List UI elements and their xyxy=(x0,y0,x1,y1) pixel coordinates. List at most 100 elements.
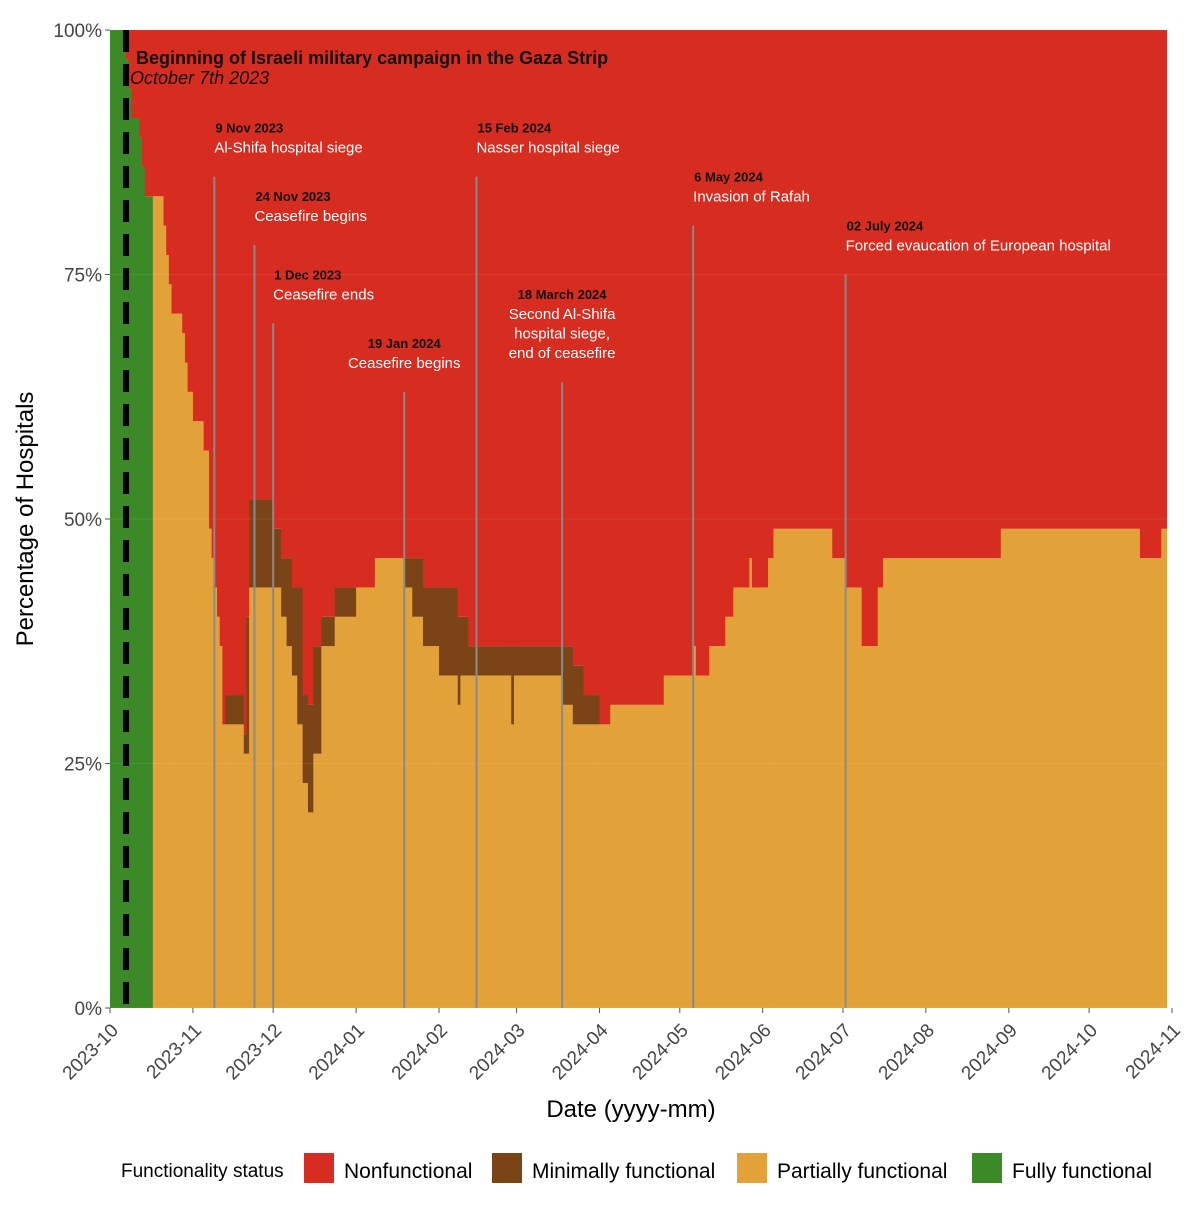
area-step-nonfunctional xyxy=(513,30,563,647)
area-step-minimally xyxy=(291,587,298,676)
area-step-partially xyxy=(663,675,694,1008)
area-step-nonfunctional xyxy=(286,30,293,559)
event-date-label: 18 March 2024 xyxy=(518,287,608,302)
event-description: Al-Shifa hospital siege xyxy=(214,140,362,157)
campaign-start-title: Beginning of Israeli military campaign i… xyxy=(136,48,608,68)
area-step-nonfunctional xyxy=(599,30,611,725)
area-step-nonfunctional xyxy=(168,30,172,285)
area-step-partially xyxy=(313,753,322,1008)
area-step-partially xyxy=(832,558,847,1008)
area-step-nonfunctional xyxy=(468,30,477,647)
area-step-nonfunctional xyxy=(166,30,170,255)
area-step-partially xyxy=(281,616,287,1008)
gridline-layer xyxy=(110,29,1172,1009)
area-step-partially xyxy=(599,724,611,1008)
area-step-partially xyxy=(208,528,213,1008)
area-step-minimally xyxy=(572,665,584,725)
area-step-nonfunctional xyxy=(334,30,357,588)
x-tick-label: 2024-05 xyxy=(629,1020,693,1084)
x-tick-label: 2023-10 xyxy=(59,1020,123,1084)
y-tick-label: 50% xyxy=(64,510,102,531)
area-step-partially xyxy=(168,284,172,1008)
area-step-nonfunctional xyxy=(749,30,753,559)
x-tick-label: 2024-07 xyxy=(792,1020,856,1084)
area-step-fully xyxy=(139,137,143,1008)
area-step-partially xyxy=(182,333,186,1008)
event-description: Second Al-Shifa xyxy=(509,306,616,323)
area-step-nonfunctional xyxy=(610,30,665,705)
area-step-nonfunctional xyxy=(144,30,154,197)
area-step-partially xyxy=(163,225,167,1009)
area-step-partially xyxy=(187,391,194,1008)
x-tick-label: 2024-06 xyxy=(711,1020,775,1084)
area-step-minimally xyxy=(297,587,304,725)
x-tick-label: 2024-01 xyxy=(305,1020,369,1084)
area-step-nonfunctional xyxy=(139,30,143,138)
y-tick-label: 25% xyxy=(64,755,102,776)
area-step-nonfunctional xyxy=(511,30,515,647)
y-axis-title: Percentage of Hospitals xyxy=(12,392,39,647)
area-step-nonfunctional xyxy=(877,30,884,588)
area-step-minimally xyxy=(273,528,282,588)
area-step-partially xyxy=(171,313,183,1008)
area-step-minimally xyxy=(243,734,247,754)
x-tick-label: 2024-02 xyxy=(388,1020,452,1084)
area-step-partially xyxy=(412,616,424,1008)
area-step-partially xyxy=(286,646,293,1008)
area-step-partially xyxy=(291,675,298,1008)
legend-label: Minimally functional xyxy=(532,1160,715,1183)
area-step-partially xyxy=(243,753,247,1008)
area-step-nonfunctional xyxy=(583,30,600,696)
area-step-nonfunctional xyxy=(1000,30,1141,529)
area-step-partially xyxy=(1163,528,1168,1008)
area-step-partially xyxy=(476,675,512,1008)
area-step-nonfunctional xyxy=(476,30,512,647)
area-step-nonfunctional xyxy=(773,30,833,529)
legend: Functionality status Nonfunctional Minima… xyxy=(121,1153,1152,1183)
legend-swatch xyxy=(492,1153,522,1183)
area-step-nonfunctional xyxy=(1163,30,1168,529)
area-step-nonfunctional xyxy=(733,30,750,588)
area-step-partially xyxy=(1000,528,1141,1008)
area-step-partially xyxy=(861,646,879,1008)
x-tick-label: 2023-11 xyxy=(143,1020,206,1083)
area-step-minimally xyxy=(321,616,336,647)
area-step-minimally xyxy=(412,558,424,617)
y-tick-label: 100% xyxy=(53,21,102,42)
area-step-nonfunctional xyxy=(214,30,218,588)
area-step-partially xyxy=(152,196,164,1008)
event-date-label: 6 May 2024 xyxy=(694,170,763,185)
area-step-partially xyxy=(1161,528,1165,1008)
area-step-nonfunctional xyxy=(572,30,584,666)
area-step-nonfunctional xyxy=(192,30,205,422)
area-step-nonfunctional xyxy=(693,30,697,647)
area-step-partially xyxy=(468,675,477,1008)
x-tick-label: 2023-12 xyxy=(222,1020,286,1084)
area-step-nonfunctional xyxy=(422,30,440,588)
area-step-nonfunctional xyxy=(321,30,336,617)
event-date-label: 1 Dec 2023 xyxy=(274,267,341,282)
event-description: Invasion of Rafah xyxy=(693,189,810,206)
event-description: end of ceasefire xyxy=(509,345,616,362)
area-step-partially xyxy=(225,724,245,1008)
area-step-minimally xyxy=(286,558,293,647)
area-step-nonfunctional xyxy=(562,30,574,647)
area-step-nonfunctional xyxy=(246,30,250,617)
event-description: Ceasefire begins xyxy=(254,208,367,225)
area-step-partially xyxy=(307,812,314,1008)
area-step-minimally xyxy=(468,646,477,676)
area-step-nonfunctional xyxy=(281,30,287,559)
area-step-nonfunctional xyxy=(222,30,226,725)
event-description: hospital siege, xyxy=(514,325,610,342)
x-tick-label: 2024-03 xyxy=(465,1020,529,1084)
area-step-minimally xyxy=(460,616,469,676)
area-layer xyxy=(110,30,1172,1009)
area-step-minimally xyxy=(583,695,600,725)
area-step-nonfunctional xyxy=(695,30,710,676)
area-step-nonfunctional xyxy=(208,30,213,529)
area-step-partially xyxy=(513,675,563,1008)
area-step-fully xyxy=(142,166,146,1009)
area-step-nonfunctional xyxy=(273,30,282,529)
area-step-partially xyxy=(752,587,769,1008)
area-step-partially xyxy=(695,675,710,1008)
